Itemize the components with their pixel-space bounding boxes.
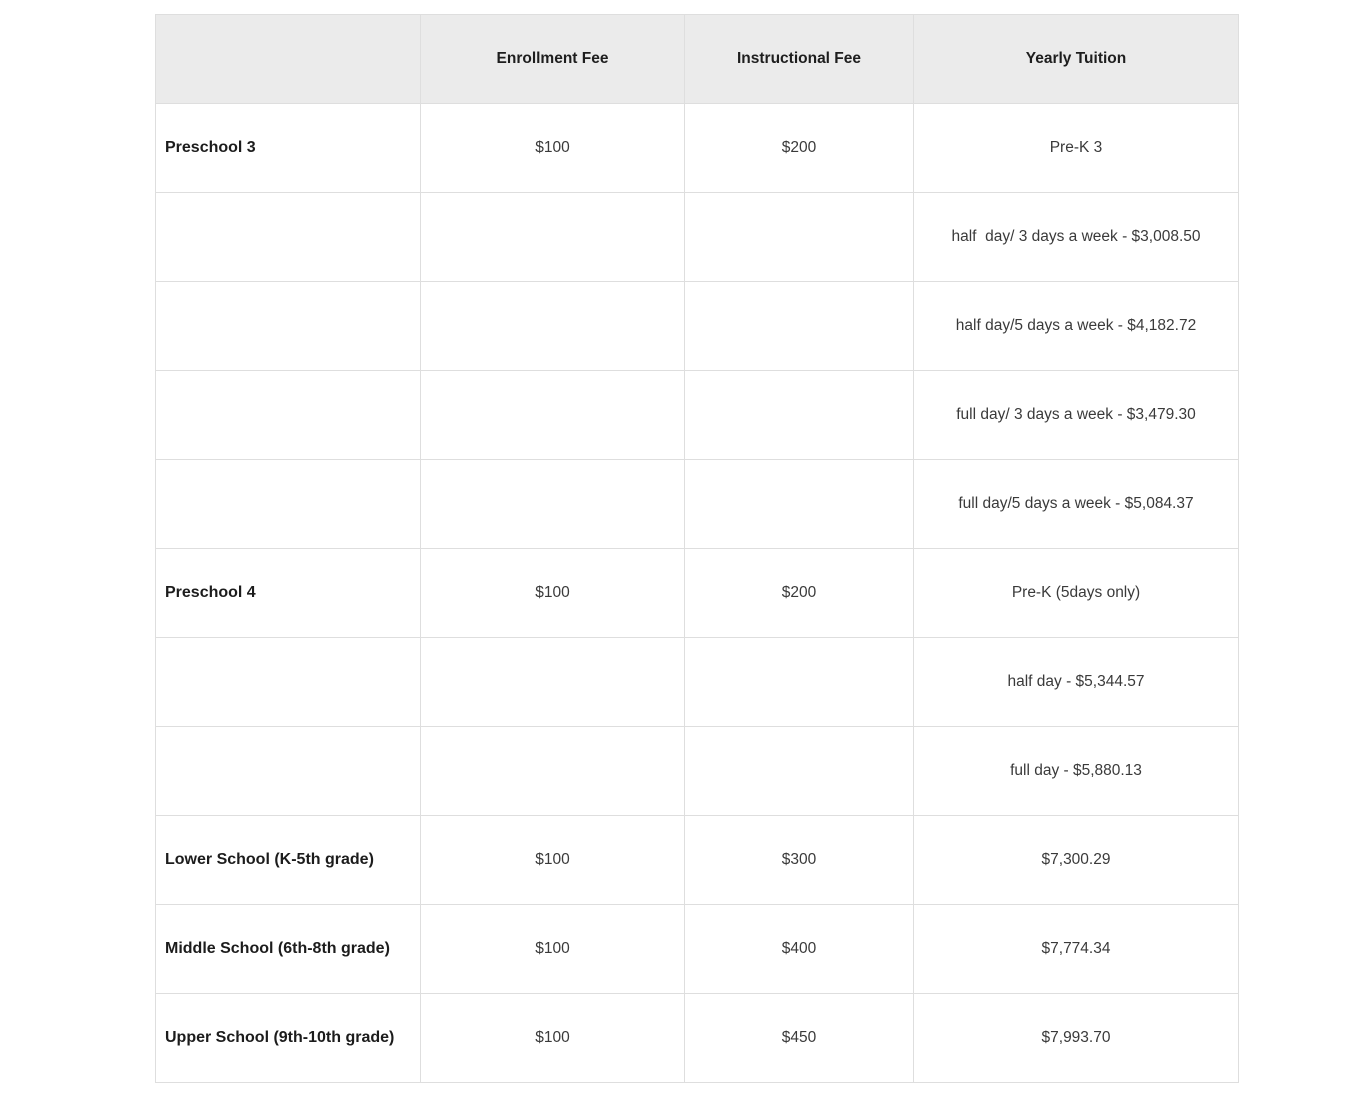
category-cell (155, 726, 421, 816)
table-row: Middle School (6th-8th grade) $100 $400 $7,… (155, 904, 1239, 994)
category-cell (155, 637, 421, 727)
column-header-instructional-fee: Instructional Fee (684, 14, 914, 104)
table-row: full day/ 3 days a week - $3,479.30 (155, 370, 1239, 460)
column-header-enrollment-fee: Enrollment Fee (420, 14, 685, 104)
instructional-fee-cell (684, 726, 914, 816)
category-cell: Preschool 4 (155, 548, 421, 638)
column-header-blank (155, 14, 421, 104)
enrollment-fee-cell: $100 (420, 548, 685, 638)
enrollment-fee-cell (420, 459, 685, 549)
enrollment-fee-cell (420, 726, 685, 816)
yearly-tuition-cell: full day - $5,880.13 (913, 726, 1239, 816)
yearly-tuition-cell: Pre-K 3 (913, 103, 1239, 193)
category-cell (155, 192, 421, 282)
enrollment-fee-cell: $100 (420, 904, 685, 994)
category-cell: Lower School (K-5th grade) (155, 815, 421, 905)
instructional-fee-cell: $200 (684, 103, 914, 193)
table-body: Preschool 3 $100 $200 Pre-K 3 half day/ 3 da… (155, 103, 1239, 1083)
category-cell: Upper School (9th-10th grade) (155, 993, 421, 1083)
yearly-tuition-cell: full day/ 3 days a week - $3,479.30 (913, 370, 1239, 460)
table-row: full day/5 days a week - $5,084.37 (155, 459, 1239, 549)
yearly-tuition-cell: half day/ 3 days a week - $3,008.50 (913, 192, 1239, 282)
tuition-table-container: Enrollment Fee Instructional Fee Yearly Tu… (155, 14, 1239, 1083)
instructional-fee-cell: $300 (684, 815, 914, 905)
enrollment-fee-cell: $100 (420, 815, 685, 905)
yearly-tuition-cell: $7,774.34 (913, 904, 1239, 994)
table-row: Lower School (K-5th grade) $100 $300 $7,300… (155, 815, 1239, 905)
yearly-tuition-cell: $7,300.29 (913, 815, 1239, 905)
yearly-tuition-cell: $7,993.70 (913, 993, 1239, 1083)
enrollment-fee-cell: $100 (420, 103, 685, 193)
header-row: Enrollment Fee Instructional Fee Yearly Tu… (155, 14, 1239, 104)
enrollment-fee-cell (420, 281, 685, 371)
instructional-fee-cell (684, 281, 914, 371)
yearly-tuition-cell: half day/5 days a week - $4,182.72 (913, 281, 1239, 371)
table-row: half day/ 3 days a week - $3,008.50 (155, 192, 1239, 282)
instructional-fee-cell (684, 370, 914, 460)
table-row: Upper School (9th-10th grade) $100 $450 $7,… (155, 993, 1239, 1083)
category-cell (155, 370, 421, 460)
enrollment-fee-cell (420, 637, 685, 727)
instructional-fee-cell (684, 637, 914, 727)
instructional-fee-cell (684, 192, 914, 282)
table-row: Preschool 4 $100 $200 Pre-K (5days only) (155, 548, 1239, 638)
column-header-yearly-tuition: Yearly Tuition (913, 14, 1239, 104)
yearly-tuition-cell: full day/5 days a week - $5,084.37 (913, 459, 1239, 549)
enrollment-fee-cell (420, 370, 685, 460)
instructional-fee-cell: $400 (684, 904, 914, 994)
category-cell: Preschool 3 (155, 103, 421, 193)
category-cell: Middle School (6th-8th grade) (155, 904, 421, 994)
table-row: Preschool 3 $100 $200 Pre-K 3 (155, 103, 1239, 193)
instructional-fee-cell: $450 (684, 993, 914, 1083)
instructional-fee-cell (684, 459, 914, 549)
category-cell (155, 459, 421, 549)
yearly-tuition-cell: Pre-K (5days only) (913, 548, 1239, 638)
table-row: full day - $5,880.13 (155, 726, 1239, 816)
instructional-fee-cell: $200 (684, 548, 914, 638)
table-row: half day/5 days a week - $4,182.72 (155, 281, 1239, 371)
category-cell (155, 281, 421, 371)
enrollment-fee-cell: $100 (420, 993, 685, 1083)
yearly-tuition-cell: half day - $5,344.57 (913, 637, 1239, 727)
tuition-fee-table: Enrollment Fee Instructional Fee Yearly Tu… (155, 14, 1239, 1083)
table-row: half day - $5,344.57 (155, 637, 1239, 727)
enrollment-fee-cell (420, 192, 685, 282)
